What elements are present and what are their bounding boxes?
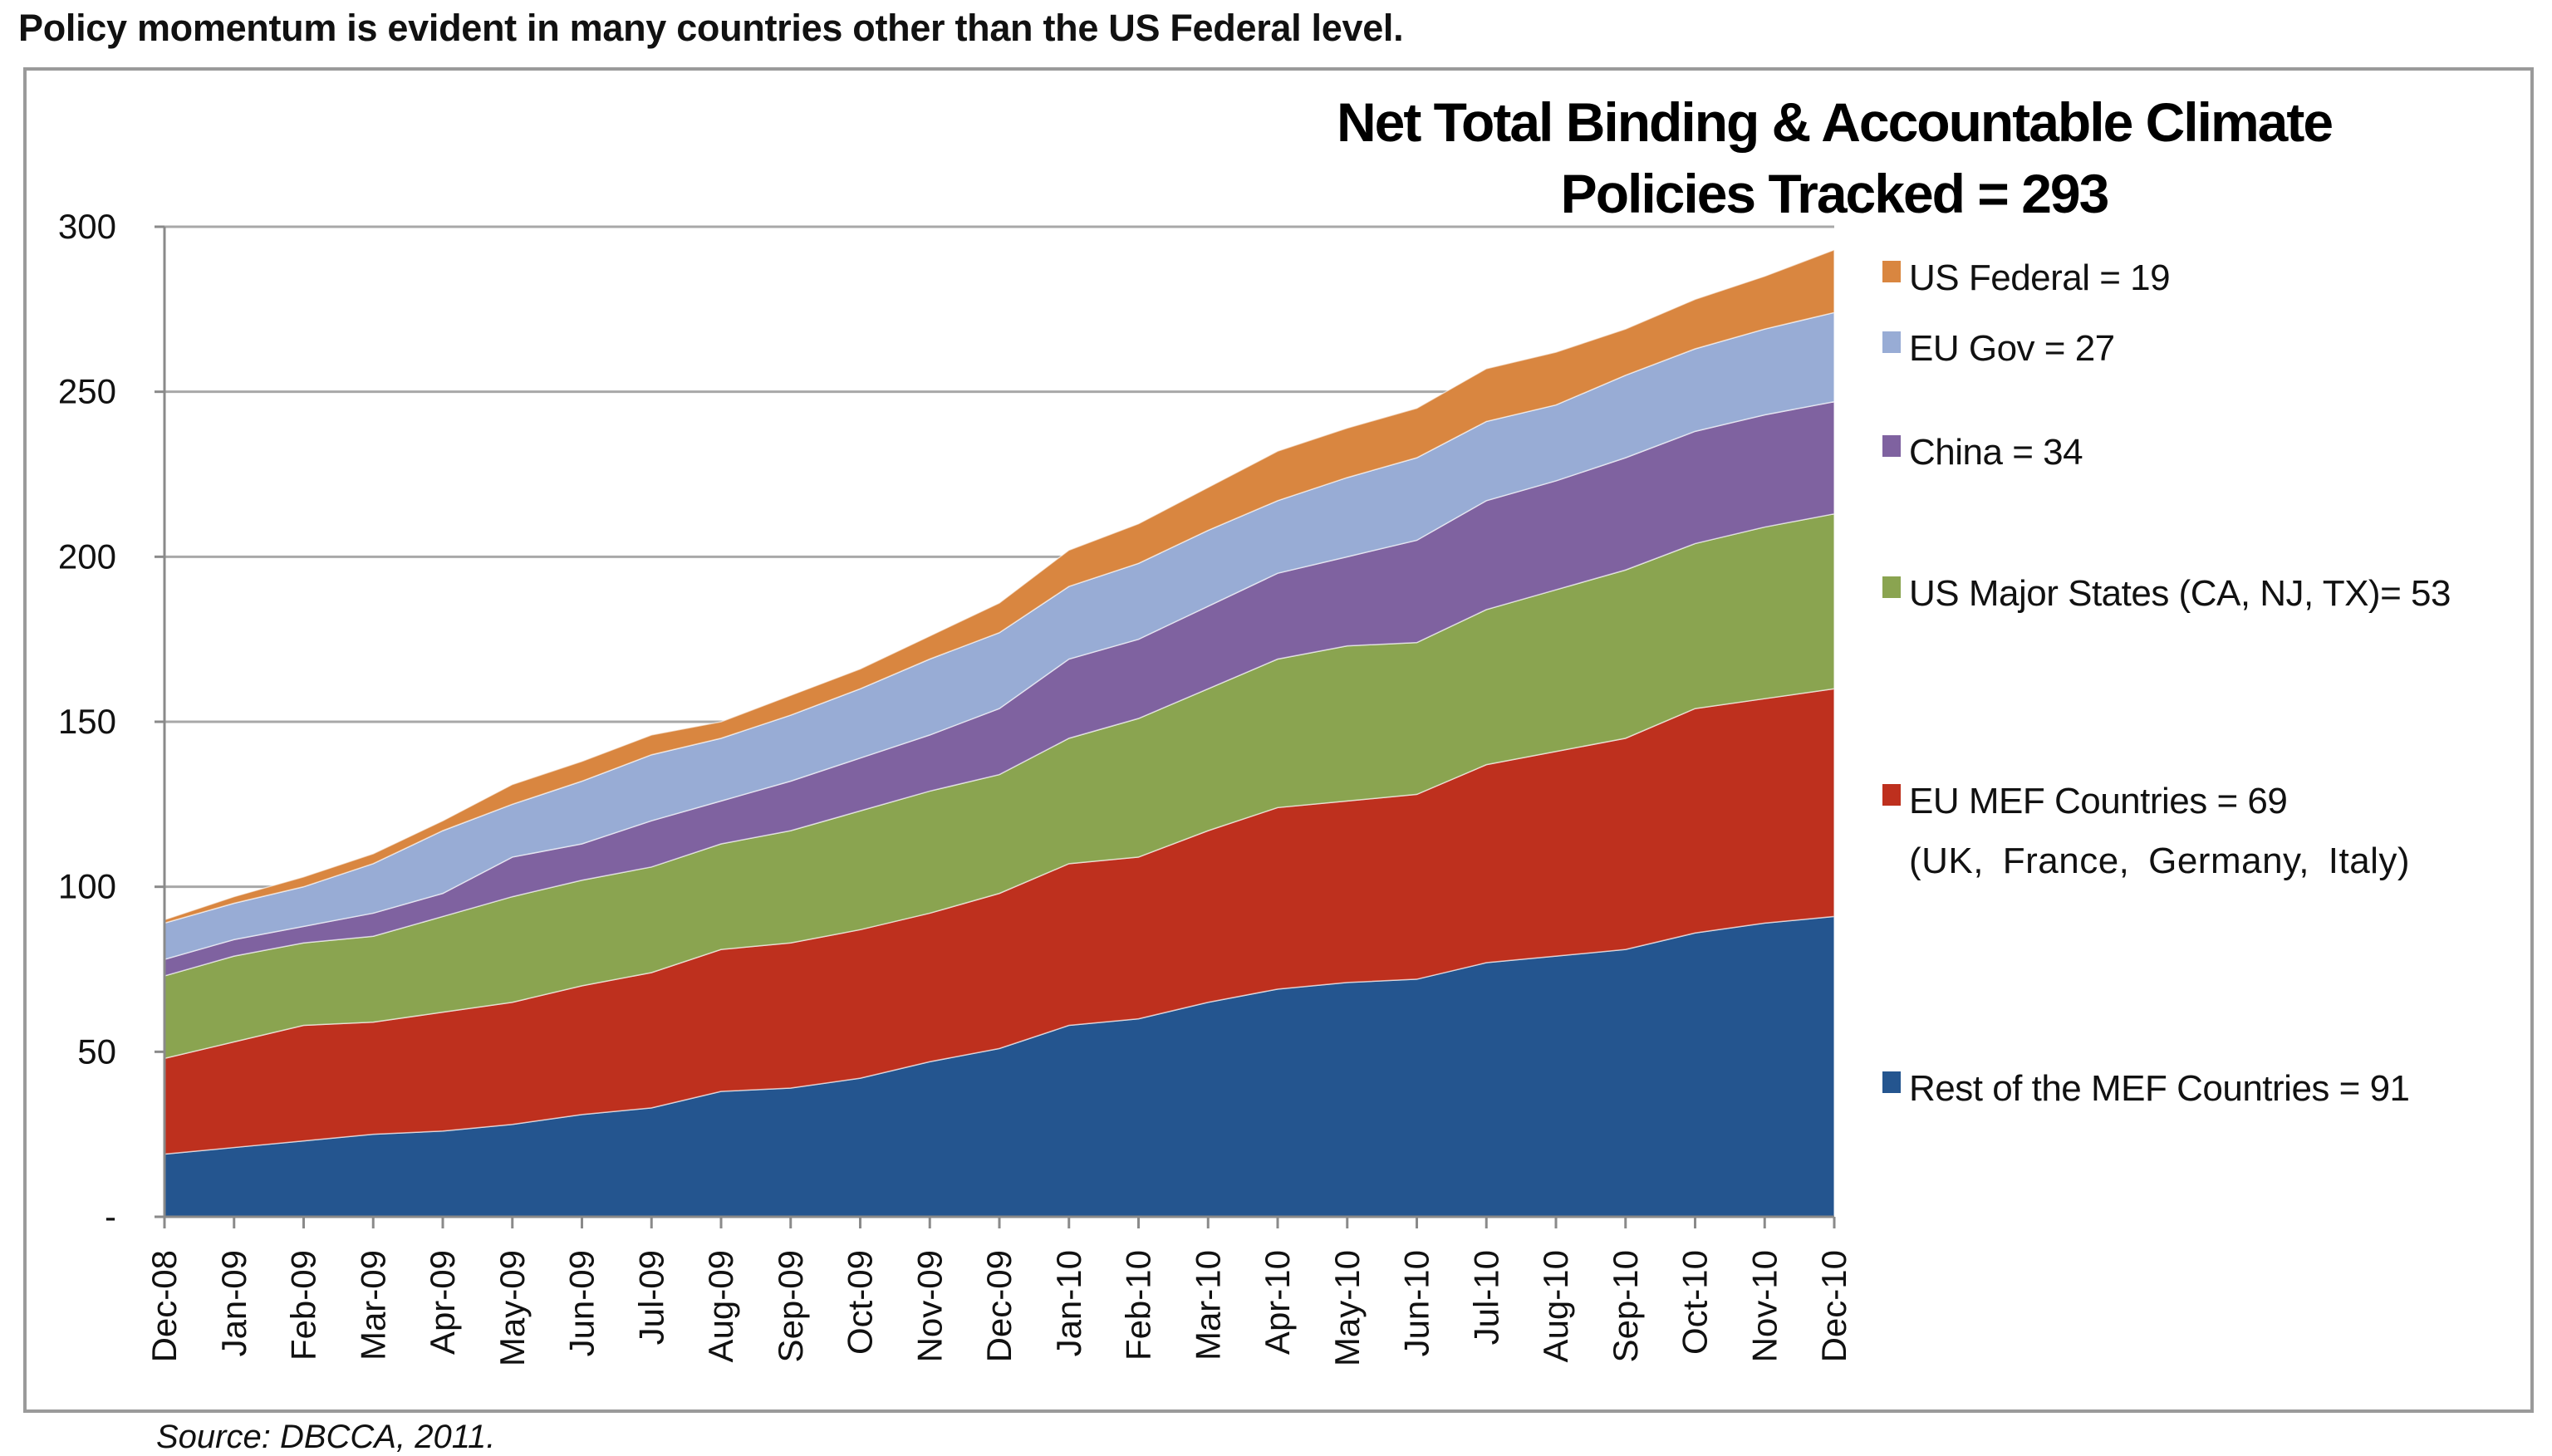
- x-tick-label: Dec-09: [979, 1250, 1018, 1362]
- legend-label: China = 34: [1909, 432, 2083, 473]
- legend-item-china: China = 34: [1882, 432, 2083, 473]
- x-tick-label: Dec-10: [1814, 1250, 1853, 1362]
- legend-item-eu-mef-countries: EU MEF Countries = 69 (UK, France, German…: [1882, 781, 2410, 882]
- legend-item-rest-of-the-mef-countries: Rest of the MEF Countries = 91: [1882, 1068, 2410, 1110]
- x-tick-label: Aug-10: [1536, 1250, 1575, 1362]
- legend-label: EU MEF Countries = 69: [1909, 781, 2288, 821]
- legend-item-us-federal: US Federal = 19: [1882, 257, 2171, 299]
- legend-label: Rest of the MEF Countries = 91: [1909, 1068, 2410, 1109]
- y-tick-label: 200: [58, 537, 116, 576]
- y-tick-label: 100: [58, 867, 116, 906]
- area-us-federal: [164, 248, 1835, 924]
- x-tick-label: Feb-10: [1119, 1250, 1158, 1360]
- y-tick-labels: - 50 100 150 200 250 300: [58, 207, 116, 1236]
- x-tick-label: Mar-10: [1188, 1250, 1227, 1360]
- x-tick-label: Jul-09: [631, 1250, 670, 1345]
- x-tick-label: Mar-09: [353, 1250, 392, 1360]
- legend-swatch: [1882, 1071, 1901, 1093]
- x-tick-label: Oct-10: [1676, 1250, 1715, 1355]
- x-tick-label: May-09: [493, 1250, 532, 1366]
- x-tick-labels: Dec-08 Jan-09 Feb-09 Mar-09 Apr-09 May-09 Jun-…: [145, 1250, 1853, 1366]
- x-tick-label: Dec-08: [145, 1250, 184, 1362]
- x-tick-label: Sep-09: [771, 1250, 810, 1362]
- legend-item-eu-gov: EU Gov = 27: [1882, 328, 2115, 370]
- x-tick-label: Oct-09: [841, 1250, 880, 1355]
- legend-label: US Major States (CA, NJ, TX)= 53: [1909, 573, 2451, 614]
- x-tick-label: Apr-09: [423, 1250, 462, 1355]
- y-tick-label: 150: [58, 702, 116, 741]
- legend-label: US Federal = 19: [1909, 257, 2171, 298]
- source-note: Source: DBCCA, 2011.: [156, 1419, 496, 1455]
- y-tick-label: 300: [58, 207, 116, 246]
- legend-swatch: [1882, 576, 1901, 598]
- legend-swatch: [1882, 435, 1901, 457]
- headline: Policy momentum is evident in many count…: [18, 7, 1404, 49]
- legend-swatch: [1882, 261, 1901, 282]
- y-tick-label: 250: [58, 372, 116, 411]
- x-tick-label: Jun-09: [562, 1250, 601, 1356]
- x-tick-label: Jan-09: [214, 1250, 253, 1356]
- x-tick-label: Jan-10: [1049, 1250, 1088, 1356]
- x-tick-label: Jun-10: [1397, 1250, 1436, 1356]
- y-tick-label: 50: [77, 1032, 116, 1071]
- chart-frame: [23, 67, 2534, 1413]
- axes: [155, 225, 1836, 1228]
- x-tick-label: Feb-09: [284, 1250, 323, 1360]
- x-tick-label: May-10: [1328, 1250, 1367, 1366]
- legend-sublabel: (UK, France, Germany, Italy): [1909, 841, 2411, 881]
- x-tick-label: Apr-10: [1258, 1250, 1297, 1355]
- x-tick-label: Nov-09: [910, 1250, 949, 1362]
- chart-title-line-1: Net Total Binding & Accountable Climate: [1337, 91, 2332, 153]
- legend-item-us-major-states-ca-nj-tx: US Major States (CA, NJ, TX)= 53: [1882, 573, 2451, 615]
- legend-swatch: [1882, 331, 1901, 353]
- x-tick-label: Aug-09: [701, 1250, 740, 1362]
- x-tick-label: Nov-10: [1745, 1250, 1784, 1362]
- series-areas: [164, 248, 1835, 1218]
- chart-title-line-2: Policies Tracked = 293: [1561, 163, 2108, 224]
- x-tick-label: Jul-10: [1466, 1250, 1505, 1345]
- legend-label: EU Gov = 27: [1909, 328, 2115, 369]
- x-tick-label: Sep-10: [1606, 1250, 1645, 1362]
- y-tick-label: -: [105, 1197, 116, 1236]
- legend-swatch: [1882, 784, 1901, 806]
